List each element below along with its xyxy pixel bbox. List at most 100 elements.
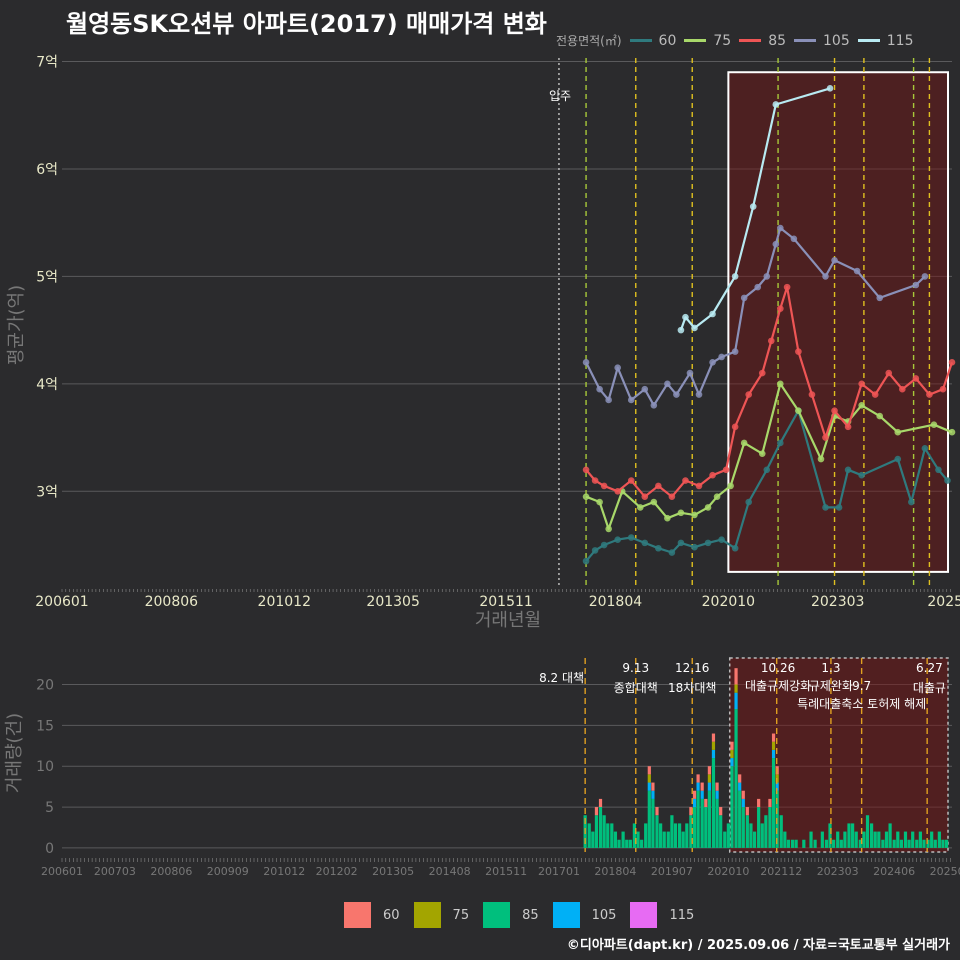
- data-point-115: [826, 85, 834, 92]
- volume-chart: 8.2 대책 9.13 종합대책 12.16 18차대책 10.26 대출규제강화 1.3 규제…: [4, 657, 960, 878]
- data-point-85: [655, 482, 662, 490]
- legend-item-115[interactable]: 115: [857, 33, 913, 49]
- volume-bar: [700, 782, 704, 791]
- volume-bar: [715, 790, 719, 799]
- data-point-60: [691, 543, 698, 551]
- data-point-105: [650, 402, 658, 409]
- price-y-tick: 5억: [36, 269, 58, 285]
- volume-bar: [692, 798, 697, 808]
- data-point-60: [704, 539, 712, 547]
- price-y-tick: 3억: [36, 484, 58, 500]
- volume-x-tick: 202112: [760, 865, 802, 878]
- data-point-75: [894, 428, 902, 436]
- policy-annotation: 종합대책: [614, 680, 658, 695]
- legend-swatch: [629, 39, 652, 42]
- policy-annotation: 규제완화: [809, 679, 853, 693]
- data-point-85: [767, 337, 775, 345]
- volume-bar: [594, 807, 599, 816]
- data-point-60: [641, 539, 649, 547]
- volume-x-tick: 201305: [372, 865, 414, 878]
- volume-bar: [794, 839, 798, 848]
- footer-credit: ©디아파트(dapt.kr) / 2025.09.06 / 자료=국토교통부 실…: [566, 938, 950, 953]
- price-x-tick: 2025: [927, 594, 960, 610]
- data-point-60: [921, 445, 929, 452]
- volume-bar: [741, 798, 745, 808]
- data-point-115: [772, 101, 780, 108]
- volume-bar: [768, 807, 772, 848]
- volume-x-tick: 201202: [316, 865, 358, 878]
- volume-bar: [651, 782, 655, 791]
- data-point-60: [894, 455, 902, 463]
- data-point-105: [695, 391, 703, 398]
- data-point-75: [605, 525, 612, 533]
- volume-bar: [820, 831, 824, 848]
- volume-x-tick: 202010: [707, 865, 749, 878]
- data-point-105: [686, 369, 694, 377]
- data-point-85: [795, 348, 802, 355]
- volume-bar: [644, 823, 648, 848]
- volume-bar: [892, 839, 896, 848]
- data-point-115: [749, 203, 757, 210]
- volume-bar: [926, 839, 930, 848]
- volume-x-tick: 200601: [41, 865, 83, 878]
- volume-bar: [677, 823, 682, 848]
- legend-swatch: [630, 902, 658, 928]
- volume-bar: [707, 766, 711, 775]
- legend-item-85[interactable]: 85: [483, 902, 539, 928]
- data-point-60: [731, 544, 739, 552]
- legend-item-75[interactable]: 75: [413, 902, 469, 928]
- volume-bar: [851, 823, 855, 848]
- legend-item-105[interactable]: 105: [794, 33, 850, 49]
- data-point-60: [935, 466, 942, 474]
- volume-bar: [617, 839, 621, 848]
- volume-bar: [824, 839, 829, 848]
- legend-item-60[interactable]: 60: [629, 32, 677, 49]
- volume-bar: [944, 839, 949, 848]
- volume-bar: [832, 839, 836, 848]
- policy-annotation: 8.2 대책: [539, 670, 584, 685]
- data-point-60: [627, 534, 635, 541]
- legend-label: 75: [713, 32, 732, 49]
- volume-bar: [707, 790, 711, 848]
- policy-annotation: 9.7: [852, 679, 871, 693]
- volume-bar: [757, 807, 761, 848]
- volume-bar: [933, 839, 937, 848]
- legend-item-115[interactable]: 115: [630, 902, 694, 928]
- data-point-60: [614, 536, 621, 543]
- data-point-75: [650, 498, 658, 506]
- data-point-60: [718, 536, 725, 543]
- price-x-tick: 200601: [35, 594, 88, 610]
- volume-bar: [786, 839, 791, 848]
- volume-bar: [734, 692, 738, 710]
- policy-annotation: 10.26: [761, 661, 795, 675]
- volume-y-tick: 0: [45, 841, 54, 857]
- legend-top: 전용면적(㎡) 60 75 85 105 115: [556, 32, 921, 49]
- volume-bar: [847, 823, 851, 848]
- legend-item-75[interactable]: 75: [684, 33, 731, 49]
- data-point-75: [777, 380, 784, 388]
- data-point-75: [713, 493, 721, 500]
- data-point-60: [777, 439, 784, 447]
- price-x-tick: 202303: [811, 594, 864, 610]
- data-point-60: [822, 504, 829, 511]
- volume-bar: [704, 798, 708, 808]
- legend-label: 60: [658, 32, 677, 49]
- volume-bar: [647, 782, 651, 791]
- data-point-105: [822, 273, 829, 280]
- data-point-105: [876, 294, 884, 302]
- price-x-label: 거래년월: [475, 610, 541, 631]
- legend-item-105[interactable]: 105: [552, 902, 616, 928]
- volume-bar: [719, 807, 723, 816]
- volume-x-tick: 201408: [429, 865, 471, 878]
- data-point-85: [912, 375, 920, 382]
- volume-bar: [941, 839, 945, 848]
- data-point-105: [614, 364, 621, 372]
- legend-swatch: [857, 39, 880, 42]
- volume-bar: [613, 831, 618, 848]
- legend-item-60[interactable]: 60: [344, 902, 400, 928]
- price-x-tick: 200806: [145, 594, 199, 610]
- price-x-tick: 201012: [258, 594, 311, 610]
- volume-bar: [862, 831, 866, 848]
- volume-bar: [918, 831, 922, 848]
- legend-item-85[interactable]: 85: [739, 33, 786, 49]
